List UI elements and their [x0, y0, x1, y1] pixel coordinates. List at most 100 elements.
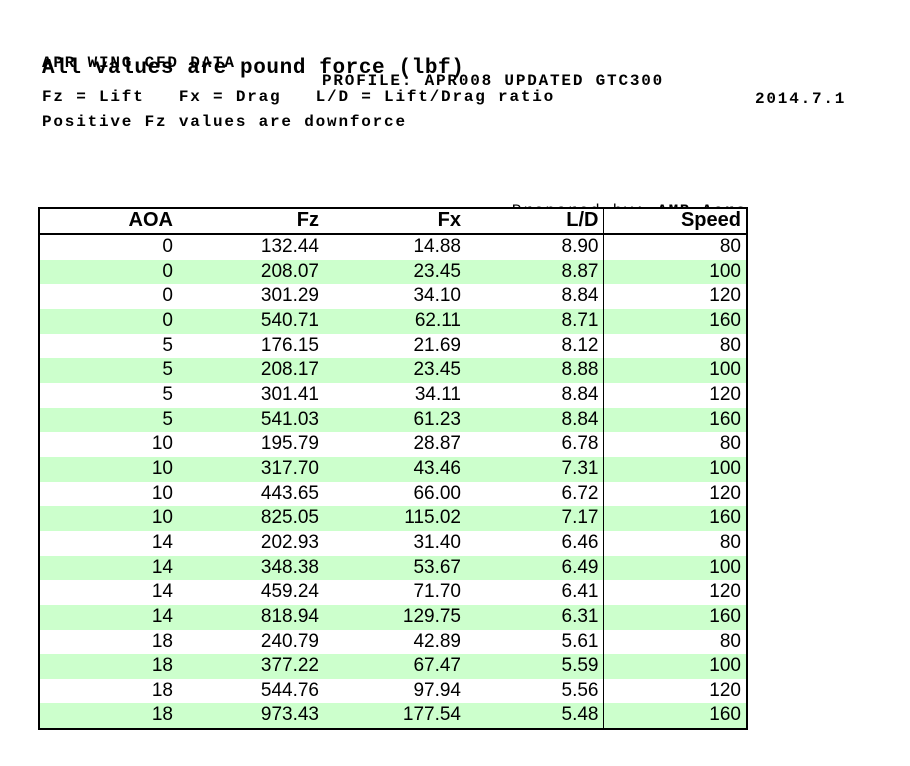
table-cell: 541.03 — [260, 408, 319, 430]
table-cell: 28.87 — [413, 433, 461, 455]
table-cell: 10 — [151, 457, 173, 479]
table-cell: 0 — [162, 309, 173, 331]
table-cell: 97.94 — [413, 679, 461, 701]
table-cell: 6.41 — [561, 581, 599, 603]
table-cell: 10 — [151, 482, 173, 504]
table-header-row: AOA Fz Fx L/D Speed — [39, 208, 747, 235]
table-row: 5 541.03 61.23 8.84 160 — [39, 407, 747, 433]
table-cell: 80 — [602, 432, 747, 457]
table-cell: 14 — [151, 531, 173, 553]
table-cell: 301.29 — [260, 285, 319, 307]
table-cell: 8.71 — [561, 309, 599, 331]
table-cell: 208.17 — [260, 359, 319, 381]
table-cell: 5.61 — [561, 630, 599, 652]
table-cell: 10 — [151, 433, 173, 455]
table-cell: 5 — [162, 408, 173, 430]
table-cell: 100 — [602, 555, 747, 581]
table-cell: 301.41 — [260, 383, 319, 405]
table-cell: 120 — [602, 382, 747, 408]
cfd-data-table: AOA Fz Fx L/D Speed 0 132.44 14.88 8.90 80 0 2… — [38, 207, 748, 731]
column-header-speed: Speed — [602, 208, 747, 235]
table-cell: 5.48 — [561, 704, 599, 726]
table-cell: 317.70 — [260, 457, 319, 479]
table-cell: 7.17 — [561, 507, 599, 529]
table-row: 10 825.05 115.02 7.17 160 — [39, 506, 747, 531]
table-cell: 459.24 — [260, 581, 319, 603]
table-cell: 100 — [602, 358, 747, 383]
table-cell: 176.15 — [260, 334, 319, 356]
table-row: 18 544.76 97.94 5.56 120 — [39, 678, 747, 704]
table-cell: 0 — [162, 285, 173, 307]
table-cell: 100 — [602, 456, 747, 482]
table-cell: 66.00 — [413, 482, 461, 504]
table-cell: 31.40 — [413, 531, 461, 553]
table-row: 10 317.70 43.46 7.31 100 — [39, 456, 747, 482]
table-cell: 160 — [602, 703, 747, 730]
table-cell: 160 — [602, 407, 747, 433]
table-cell: 6.31 — [561, 605, 599, 627]
table-cell: 5 — [162, 359, 173, 381]
table-cell: 973.43 — [260, 704, 319, 726]
table-cell: 80 — [602, 234, 747, 260]
table-cell: 61.23 — [413, 408, 461, 430]
table-cell: 62.11 — [414, 309, 461, 331]
table-row: 0 208.07 23.45 8.87 100 — [39, 259, 747, 285]
table-row: 14 348.38 53.67 6.49 100 — [39, 555, 747, 581]
table-cell: 6.46 — [561, 531, 599, 553]
table-cell: 8.87 — [561, 260, 599, 282]
table-cell: 80 — [602, 530, 747, 556]
report-subtitle: All values are pound force (lbf) — [42, 57, 465, 80]
report-note: Positive Fz values are downforce — [42, 113, 407, 131]
table-cell: 6.72 — [561, 482, 599, 504]
table-cell: 34.10 — [413, 285, 461, 307]
column-header-fx: Fx — [327, 208, 469, 235]
table-cell: 5.56 — [561, 679, 599, 701]
table-row: 0 540.71 62.11 8.71 160 — [39, 308, 747, 334]
table-cell: 6.49 — [561, 556, 599, 578]
table-cell: 115.02 — [404, 507, 461, 529]
table-cell: 443.65 — [260, 482, 319, 504]
report-profile: PROFILE: APR008 UPDATED GTC300 — [322, 72, 665, 90]
table-cell: 67.47 — [413, 655, 461, 677]
table-cell: 120 — [602, 481, 747, 507]
table-row: 5 176.15 21.69 8.12 80 — [39, 333, 747, 359]
table-cell: 18 — [151, 679, 173, 701]
table-cell: 544.76 — [260, 679, 319, 701]
table-cell: 5 — [162, 383, 173, 405]
table-row: 0 301.29 34.10 8.84 120 — [39, 284, 747, 309]
table-cell: 8.90 — [561, 236, 599, 257]
column-header-fz: Fz — [181, 208, 327, 235]
table-cell: 8.84 — [561, 285, 599, 307]
table-row: 14 459.24 71.70 6.41 120 — [39, 580, 747, 605]
table-cell: 14 — [151, 556, 173, 578]
table-cell: 0 — [162, 260, 173, 282]
table-cell: 8.88 — [561, 359, 599, 381]
table-cell: 8.12 — [561, 334, 599, 356]
table-cell: 160 — [602, 506, 747, 531]
table-row: 14 818.94 129.75 6.31 160 — [39, 604, 747, 630]
table-cell: 43.46 — [413, 457, 461, 479]
table-cell: 23.45 — [413, 359, 461, 381]
table-cell: 14 — [151, 605, 173, 627]
table-cell: 10 — [151, 507, 173, 529]
table-cell: 120 — [602, 678, 747, 704]
table-cell: 23.45 — [413, 260, 461, 282]
table-cell: 21.69 — [413, 334, 461, 356]
table-cell: 240.79 — [260, 630, 319, 652]
table-cell: 5.59 — [561, 655, 599, 677]
table-cell: 14.88 — [413, 236, 461, 257]
table-row: 0 132.44 14.88 8.90 80 — [39, 234, 747, 260]
table-cell: 18 — [151, 655, 173, 677]
table-cell: 160 — [602, 308, 747, 334]
report-title-line: APR WING CFD DATA PROFILE: APR008 UPDATE… — [0, 36, 844, 126]
table-cell: 818.94 — [260, 605, 319, 627]
table-cell: 348.38 — [260, 556, 319, 578]
table-cell: 825.05 — [260, 507, 319, 529]
table-cell: 177.54 — [402, 704, 461, 726]
table-cell: 160 — [602, 604, 747, 630]
table-row: 10 195.79 28.87 6.78 80 — [39, 432, 747, 457]
table-cell: 80 — [602, 333, 747, 359]
table-cell: 195.79 — [260, 433, 319, 455]
table-body: 0 132.44 14.88 8.90 80 0 208.07 23.45 8.87 100 0 30… — [39, 234, 747, 730]
